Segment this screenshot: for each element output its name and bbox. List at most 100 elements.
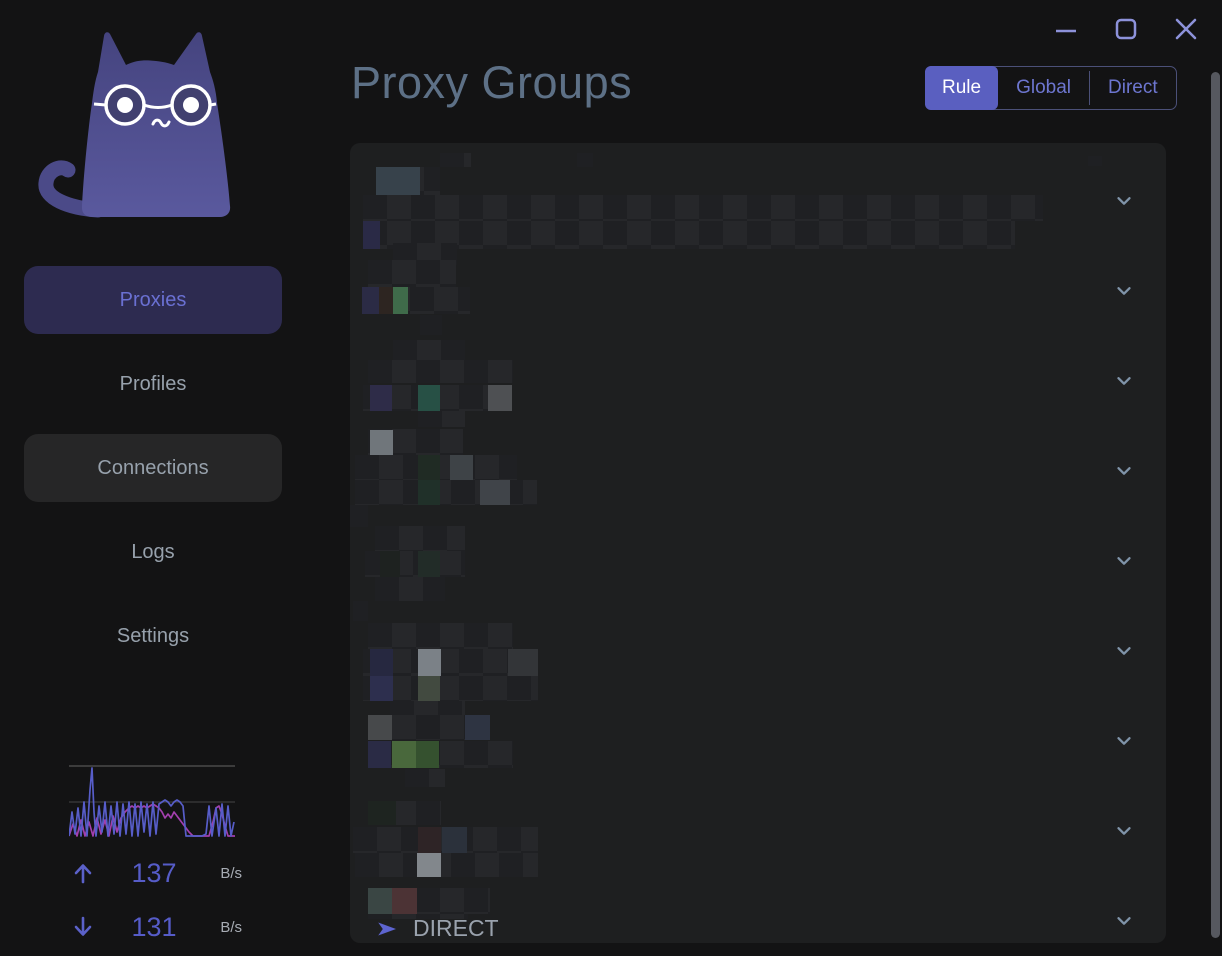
redacted-text: [368, 801, 441, 825]
redacted-text: [355, 480, 537, 505]
redacted-text: [353, 827, 538, 853]
redacted-text: [368, 429, 463, 455]
chevron-down-icon[interactable]: [1112, 279, 1136, 303]
traffic-sparkline: [69, 765, 235, 837]
mode-separator: [1089, 71, 1090, 105]
redacted-text: [393, 243, 457, 265]
redacted-text: [355, 853, 538, 877]
redacted-text: [1088, 156, 1102, 166]
redacted-block: [442, 827, 467, 853]
upload-unit: B/s: [220, 864, 242, 882]
chevron-down-icon[interactable]: [1112, 369, 1136, 393]
download-stat: 131 B/s: [66, 910, 242, 944]
sidebar-item-logs[interactable]: Logs: [24, 518, 282, 586]
sidebar-item-label: Profiles: [119, 372, 187, 395]
redacted-text: [363, 195, 1043, 221]
selected-proxy-direct[interactable]: DIRECT: [376, 915, 499, 942]
redacted-text: [368, 888, 490, 914]
redacted-text: [368, 623, 513, 649]
mode-global-button[interactable]: Global: [998, 67, 1089, 109]
redacted-text: [440, 153, 471, 167]
redacted-block: [370, 430, 393, 455]
redacted-text: [363, 221, 1015, 249]
redacted-block: [392, 741, 416, 768]
minimize-button[interactable]: [1044, 8, 1088, 50]
redacted-text: [368, 914, 468, 919]
arrow-up-icon: [66, 860, 100, 886]
redacted-block: [376, 167, 420, 197]
mode-rule-button[interactable]: Rule: [925, 66, 999, 110]
upload-line: [69, 767, 235, 837]
download-unit: B/s: [220, 918, 242, 936]
mode-direct-button[interactable]: Direct: [1090, 67, 1176, 109]
sidebar-item-proxies[interactable]: Proxies: [24, 266, 282, 334]
redacted-text: [363, 385, 512, 411]
redacted-block: [418, 551, 440, 577]
redacted-text: [375, 577, 445, 601]
chevron-down-icon[interactable]: [1112, 639, 1136, 663]
chevron-down-icon[interactable]: [1112, 189, 1136, 213]
redacted-block: [393, 287, 408, 314]
redacted-block: [368, 888, 392, 914]
scrollbar-thumb[interactable]: [1211, 72, 1220, 938]
redacted-block: [368, 715, 392, 740]
sidebar-item-settings[interactable]: Settings: [24, 602, 282, 670]
chevron-down-icon[interactable]: [1112, 729, 1136, 753]
chevron-down-icon[interactable]: [1112, 459, 1136, 483]
redacted-block: [392, 888, 417, 914]
close-icon: [1175, 18, 1197, 40]
send-arrow-icon: [376, 919, 398, 939]
redacted-block: [418, 649, 441, 676]
redacted-text: [355, 455, 517, 480]
redacted-block: [370, 676, 393, 701]
redacted-text: [577, 153, 593, 167]
maximize-button[interactable]: [1104, 8, 1148, 50]
selected-proxy-label: DIRECT: [413, 915, 499, 941]
sidebar-item-label: Proxies: [119, 288, 187, 311]
download-value: 131: [131, 911, 177, 942]
redacted-text: [393, 340, 465, 360]
upload-stat: 137 B/s: [66, 856, 242, 890]
titlebar-controls: [1044, 8, 1208, 50]
redacted-text: [363, 649, 538, 676]
redacted-text: [350, 505, 368, 527]
chevron-down-icon[interactable]: [1112, 909, 1136, 933]
sidebar-item-label: Connections: [97, 456, 209, 479]
sidebar: Proxies Profiles Connections Logs Settin…: [0, 0, 306, 956]
redacted-text: [368, 360, 513, 383]
redacted-block: [362, 287, 379, 314]
redacted-block: [368, 801, 396, 825]
redacted-block: [465, 715, 490, 740]
redacted-text: [420, 315, 442, 335]
redacted-text: [368, 260, 456, 287]
redacted-block: [379, 287, 393, 314]
redacted-text: [362, 287, 470, 314]
sidebar-item-label: Logs: [131, 540, 175, 563]
arrow-down-icon: [66, 914, 100, 940]
chevron-down-icon[interactable]: [1112, 819, 1136, 843]
redacted-text: [365, 551, 465, 577]
redacted-block: [370, 385, 392, 411]
redacted-block: [488, 385, 512, 411]
redacted-text: [368, 715, 490, 740]
redacted-text: [363, 676, 538, 701]
sidebar-item-connections[interactable]: Connections: [24, 434, 282, 502]
sidebar-item-profiles[interactable]: Profiles: [24, 350, 282, 418]
redacted-block: [417, 853, 441, 877]
redacted-block: [380, 551, 400, 577]
redacted-text: [418, 411, 465, 427]
redacted-block: [480, 480, 510, 505]
close-button[interactable]: [1164, 8, 1208, 50]
glasses-icon: [93, 84, 217, 126]
mode-toggle-group: Rule Global Direct: [925, 66, 1177, 110]
page-title: Proxy Groups: [351, 57, 633, 108]
redacted-block: [418, 385, 440, 411]
redacted-block: [450, 455, 473, 480]
maximize-icon: [1115, 18, 1137, 40]
redacted-block: [363, 221, 380, 249]
sidebar-item-label: Settings: [116, 624, 190, 647]
minimize-icon: [1056, 29, 1076, 33]
chevron-down-icon[interactable]: [1112, 549, 1136, 573]
upload-value: 137: [131, 857, 177, 888]
